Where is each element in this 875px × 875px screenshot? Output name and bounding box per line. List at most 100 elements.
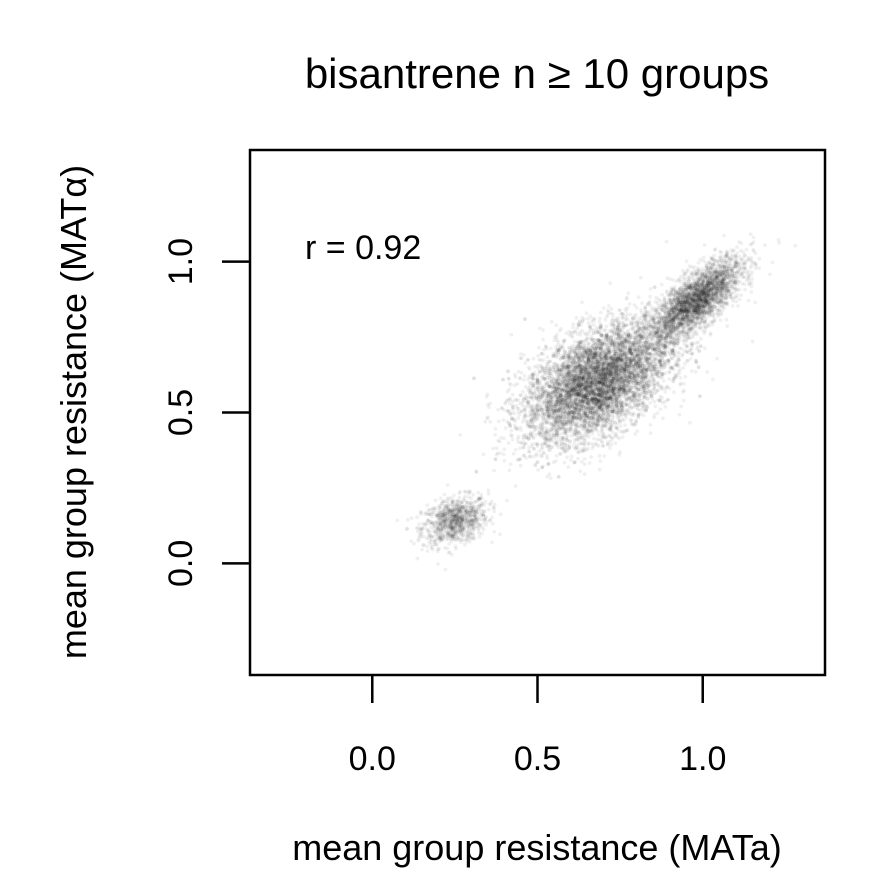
data-point xyxy=(450,527,455,532)
data-point xyxy=(439,522,444,527)
data-point xyxy=(467,518,472,523)
data-point xyxy=(521,378,526,382)
data-point xyxy=(442,514,446,518)
data-point xyxy=(581,438,586,442)
data-point xyxy=(471,504,476,509)
data-point xyxy=(443,529,447,533)
data-point xyxy=(688,357,693,361)
data-point xyxy=(450,521,454,526)
data-point xyxy=(448,524,453,529)
data-point xyxy=(419,532,423,537)
data-point xyxy=(469,513,474,518)
data-point xyxy=(479,492,484,497)
data-point xyxy=(448,522,453,526)
data-point xyxy=(459,519,464,524)
data-point xyxy=(426,528,431,533)
data-point xyxy=(451,525,455,529)
data-point xyxy=(449,552,454,557)
data-point xyxy=(448,534,453,539)
data-point xyxy=(425,549,430,553)
data-point xyxy=(449,535,454,539)
data-point xyxy=(681,352,685,356)
data-point xyxy=(450,525,454,530)
data-point xyxy=(461,532,465,537)
data-point xyxy=(464,508,469,512)
data-point xyxy=(459,540,463,544)
data-point xyxy=(451,525,455,530)
data-point xyxy=(425,518,430,523)
scatter-points xyxy=(395,232,798,572)
data-point xyxy=(451,526,455,530)
data-point xyxy=(469,524,474,529)
data-point xyxy=(519,370,524,375)
data-point xyxy=(421,543,426,548)
data-point xyxy=(467,539,472,544)
data-point xyxy=(425,503,430,507)
data-point xyxy=(452,512,456,517)
data-point xyxy=(460,500,464,505)
data-point xyxy=(496,419,501,424)
data-point xyxy=(582,472,587,476)
data-point xyxy=(461,533,466,538)
data-point xyxy=(432,534,436,539)
data-point xyxy=(464,534,469,539)
data-point xyxy=(476,498,481,502)
data-point xyxy=(683,374,688,379)
data-point xyxy=(484,519,489,524)
data-point xyxy=(454,499,459,504)
data-point xyxy=(458,509,462,513)
data-point xyxy=(445,483,450,487)
data-point xyxy=(518,463,523,468)
data-point xyxy=(513,484,518,488)
data-point xyxy=(444,518,449,523)
data-point xyxy=(473,510,478,515)
data-point xyxy=(549,319,554,324)
data-point xyxy=(433,506,437,510)
data-point xyxy=(491,446,495,451)
data-point xyxy=(465,529,469,533)
data-point xyxy=(421,543,426,547)
data-point xyxy=(440,524,445,529)
data-point xyxy=(490,515,494,520)
data-point xyxy=(445,535,450,539)
data-point xyxy=(457,507,461,512)
data-point xyxy=(430,535,434,540)
data-point xyxy=(625,295,629,300)
data-point xyxy=(459,505,464,510)
data-point xyxy=(487,405,491,409)
data-point xyxy=(490,521,495,526)
data-point xyxy=(435,526,440,531)
data-point xyxy=(636,295,641,300)
data-point xyxy=(541,347,546,352)
data-point xyxy=(441,532,446,536)
data-point xyxy=(446,531,450,535)
data-point xyxy=(424,522,429,527)
data-point xyxy=(438,496,443,501)
data-point xyxy=(454,521,459,526)
data-point xyxy=(592,436,596,441)
data-point xyxy=(471,519,475,523)
data-point xyxy=(572,441,576,446)
data-point xyxy=(682,382,686,386)
data-point xyxy=(451,509,456,514)
data-point xyxy=(443,516,448,521)
data-point xyxy=(432,526,436,531)
data-point xyxy=(459,510,464,514)
data-point xyxy=(425,544,429,549)
data-point xyxy=(454,513,458,518)
data-point xyxy=(454,546,458,551)
data-point xyxy=(451,509,455,513)
data-point xyxy=(536,468,540,472)
data-point xyxy=(456,499,460,504)
data-point xyxy=(426,529,430,534)
data-point xyxy=(453,514,458,519)
data-point xyxy=(449,530,454,535)
data-point xyxy=(486,488,491,493)
data-point xyxy=(661,416,665,421)
data-point xyxy=(597,316,602,321)
data-point xyxy=(419,534,424,539)
data-point xyxy=(549,346,553,351)
data-point xyxy=(446,550,451,555)
data-point xyxy=(439,521,443,526)
data-point xyxy=(479,501,484,506)
